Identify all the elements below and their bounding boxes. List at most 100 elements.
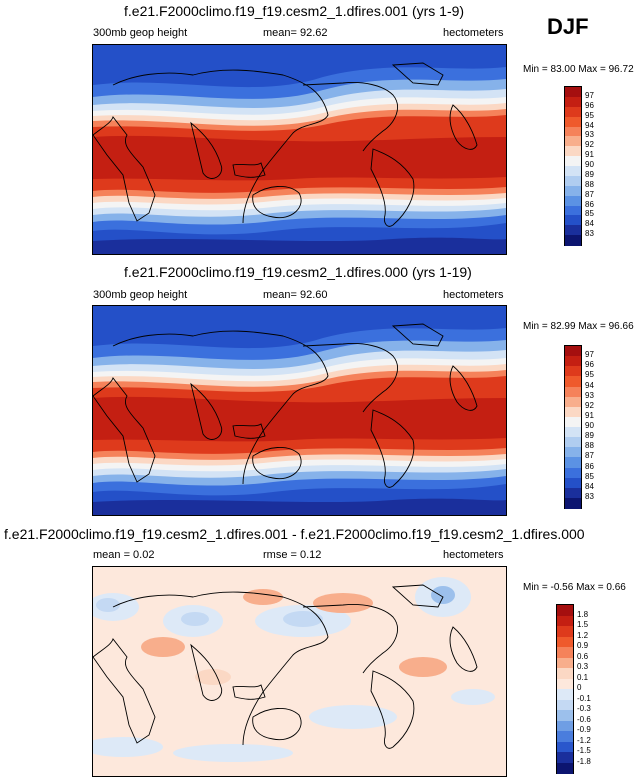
colorbar-swatch bbox=[565, 497, 581, 509]
colorbar-tick-label: 89 bbox=[585, 169, 594, 179]
panel-1-units-label: hectometers bbox=[443, 27, 504, 39]
colorbar-swatch bbox=[565, 225, 581, 236]
colorbar-swatch bbox=[557, 741, 573, 753]
colorbar-tick-label: 95 bbox=[585, 370, 594, 380]
colorbar-swatch bbox=[557, 678, 573, 690]
colorbar-swatch bbox=[565, 205, 581, 216]
panel-1-field-label: 300mb geop height bbox=[93, 27, 188, 39]
colorbar-tick-label: 0.1 bbox=[577, 672, 589, 682]
colorbar-tick-label: 1.2 bbox=[577, 630, 589, 640]
colorbar-swatch bbox=[565, 416, 581, 428]
colorbar-tick-label: 95 bbox=[585, 110, 594, 120]
colorbar-tick-label: 96 bbox=[585, 360, 594, 370]
colorbar-swatch bbox=[565, 366, 581, 377]
colorbar-tick-label: 0 bbox=[577, 683, 582, 692]
colorbar-tick-label: 0.3 bbox=[577, 662, 589, 671]
colorbar-tick-label: 94 bbox=[585, 380, 594, 390]
colorbar-swatch bbox=[565, 215, 581, 226]
panel-2-minmax: Min = 82.99 Max = 96.66 bbox=[523, 321, 634, 332]
colorbar-tick-label: 84 bbox=[585, 481, 594, 491]
colorbar-tick-label: 94 bbox=[585, 120, 594, 130]
colorbar-tick-label: 86 bbox=[585, 461, 594, 471]
colorbar-tick-label: 91 bbox=[585, 410, 594, 420]
band-84 bbox=[93, 237, 506, 254]
colorbar-swatch bbox=[557, 615, 573, 627]
coastlines bbox=[93, 62, 478, 227]
colorbar-tick-label: 1.8 bbox=[577, 609, 589, 619]
colorbar-tick-label: -0.6 bbox=[577, 714, 591, 724]
panel-2-mean-label: mean= 92.60 bbox=[263, 289, 328, 301]
colorbar-swatch bbox=[565, 457, 581, 468]
panel-1-minmax: Min = 83.00 Max = 96.72 bbox=[523, 64, 634, 75]
panel-2-colorbar bbox=[564, 345, 582, 509]
colorbar-swatch bbox=[557, 752, 573, 763]
panel-3-rmse-label: rmse = 0.12 bbox=[263, 549, 322, 561]
colorbar-tick-label: 86 bbox=[585, 199, 594, 209]
colorbar-swatch bbox=[565, 175, 581, 187]
colorbar-tick-label: 0.9 bbox=[577, 641, 589, 650]
colorbar-tick-label: 97 bbox=[585, 350, 594, 360]
colorbar-swatch bbox=[565, 386, 581, 398]
colorbar-tick-label: -0.3 bbox=[577, 704, 591, 713]
colorbar-swatch bbox=[565, 467, 581, 479]
panel-3-mean-label: mean = 0.02 bbox=[93, 549, 155, 561]
colorbar-swatch bbox=[557, 731, 573, 742]
colorbar-tick-label: 87 bbox=[585, 189, 594, 199]
colorbar-tick-label: 90 bbox=[585, 160, 594, 169]
colorbar-swatch bbox=[565, 396, 581, 408]
panel-1-map bbox=[92, 44, 507, 255]
colorbar-tick-label: 89 bbox=[585, 431, 594, 441]
colorbar-swatch bbox=[565, 406, 581, 418]
panel-1-title: f.e21.F2000climo.f19_f19.cesm2_1.dfires.… bbox=[124, 3, 465, 19]
colorbar-swatch bbox=[565, 126, 581, 137]
colorbar-swatch bbox=[565, 106, 581, 118]
colorbar-swatch bbox=[557, 699, 573, 711]
colorbar-tick-label: 97 bbox=[585, 90, 594, 100]
colorbar-swatch bbox=[565, 235, 581, 246]
colorbar-swatch bbox=[557, 657, 573, 669]
panel-2-map bbox=[92, 305, 507, 516]
colorbar-tick-label: 92 bbox=[585, 140, 594, 150]
colorbar-tick-label: -0.1 bbox=[577, 693, 591, 703]
colorbar-swatch bbox=[565, 195, 581, 206]
colorbar-swatch bbox=[565, 487, 581, 499]
panel-3-colorbar bbox=[556, 604, 574, 774]
colorbar-tick-label: 90 bbox=[585, 421, 594, 430]
colorbar-tick-label: 91 bbox=[585, 150, 594, 160]
panel-3-minmax: Min = -0.56 Max = 0.66 bbox=[523, 582, 626, 593]
colorbar-swatch bbox=[565, 185, 581, 197]
colorbar-tick-label: 83 bbox=[585, 229, 594, 239]
colorbar-swatch bbox=[565, 346, 581, 357]
colorbar-swatch bbox=[565, 427, 581, 438]
panel-1-colorbar bbox=[564, 86, 582, 246]
colorbar-swatch bbox=[557, 762, 573, 774]
colorbar-swatch bbox=[565, 136, 581, 147]
colorbar-swatch bbox=[565, 96, 581, 108]
colorbar-tick-label: 93 bbox=[585, 130, 594, 140]
colorbar-tick-label: -1.8 bbox=[577, 756, 591, 766]
panel-3-map bbox=[92, 566, 507, 777]
colorbar-tick-label: 93 bbox=[585, 390, 594, 400]
colorbar-tick-label: -0.9 bbox=[577, 725, 591, 734]
colorbar-swatch bbox=[557, 689, 573, 700]
colorbar-swatch bbox=[557, 636, 573, 648]
colorbar-tick-label: 96 bbox=[585, 100, 594, 110]
colorbar-swatch bbox=[565, 156, 581, 167]
colorbar-swatch bbox=[557, 710, 573, 721]
panel-1-mean-label: mean= 92.62 bbox=[263, 27, 328, 39]
colorbar-tick-label: 92 bbox=[585, 400, 594, 410]
colorbar-tick-label: 1.5 bbox=[577, 620, 589, 629]
panel-2-units-label: hectometers bbox=[443, 289, 504, 301]
colorbar-swatch bbox=[565, 376, 581, 387]
colorbar-swatch bbox=[557, 668, 573, 679]
colorbar-tick-label: 88 bbox=[585, 441, 594, 451]
colorbar-tick-label: 85 bbox=[585, 209, 594, 219]
colorbar-swatch bbox=[557, 720, 573, 732]
colorbar-swatch bbox=[557, 647, 573, 658]
colorbar-tick-label: -1.5 bbox=[577, 746, 591, 755]
panel-3-units-label: hectometers bbox=[443, 549, 504, 561]
colorbar-tick-label: 85 bbox=[585, 471, 594, 481]
colorbar-swatch bbox=[565, 87, 581, 98]
panel-2-title: f.e21.F2000climo.f19_f19.cesm2_1.dfires.… bbox=[124, 264, 472, 280]
colorbar-swatch bbox=[565, 166, 581, 177]
